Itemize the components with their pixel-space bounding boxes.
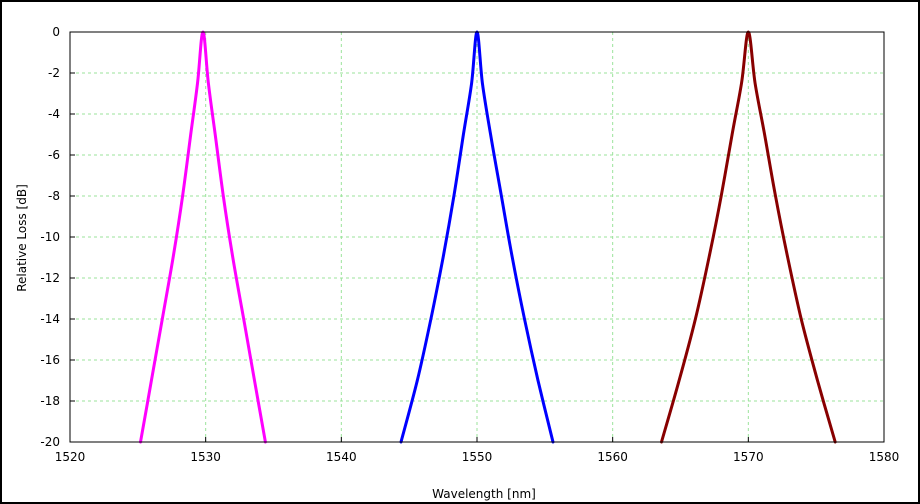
y-tick-label: -10 (40, 230, 60, 244)
x-tick-label: 1550 (462, 450, 493, 464)
y-tick-label: -8 (48, 189, 60, 203)
y-tick-label: -18 (40, 394, 60, 408)
y-tick-label: -6 (48, 148, 60, 162)
x-tick-label: 1530 (190, 450, 221, 464)
y-tick-label: -20 (40, 435, 60, 449)
grid-lines (70, 32, 884, 442)
x-tick-label: 1570 (733, 450, 764, 464)
y-tick-label: -2 (48, 66, 60, 80)
y-tick-label: -12 (40, 271, 60, 285)
y-axis-title: Relative Loss [dB] (15, 184, 29, 292)
y-tick-label: -14 (40, 312, 60, 326)
x-axis-title: Wavelength [nm] (432, 487, 536, 501)
y-tick-label: -16 (40, 353, 60, 367)
x-tick-label: 1560 (597, 450, 628, 464)
y-tick-label: -4 (48, 107, 60, 121)
x-tick-label: 1520 (55, 450, 86, 464)
x-tick-label: 1540 (326, 450, 357, 464)
x-tick-label: 1580 (869, 450, 900, 464)
y-tick-label: 0 (52, 25, 60, 39)
